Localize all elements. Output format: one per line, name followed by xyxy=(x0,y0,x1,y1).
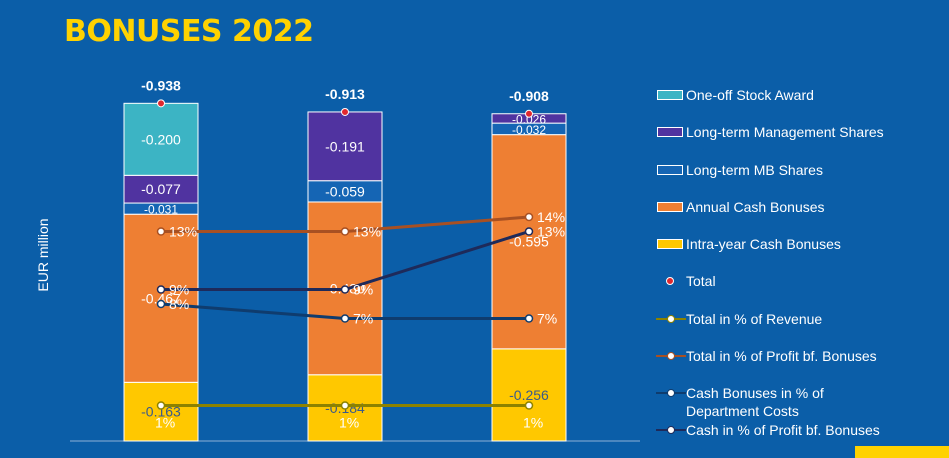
total-marker xyxy=(157,99,165,108)
line-point xyxy=(340,314,350,323)
bar-segment xyxy=(123,381,199,442)
total-label: -0.938 xyxy=(141,77,181,93)
line-point xyxy=(340,285,350,294)
legend-item: Long-term MB Shares xyxy=(656,161,823,179)
legend-item: Cash in % of Profit bf. Bonuses xyxy=(656,421,880,439)
legend-item: One-off Stock Award xyxy=(656,86,814,104)
legend-swatch xyxy=(656,161,686,179)
legend-swatch xyxy=(656,123,686,141)
legend-label: Total xyxy=(686,273,716,289)
line-point xyxy=(156,299,166,309)
line-point xyxy=(524,314,534,323)
line-point xyxy=(524,401,534,410)
total-label: -0.908 xyxy=(509,88,549,104)
line-point xyxy=(340,227,350,236)
legend-item: Long-term Management Shares xyxy=(656,123,884,141)
legend-swatch xyxy=(656,347,686,365)
total-label: -0.913 xyxy=(325,86,365,102)
legend-swatch xyxy=(656,198,686,216)
bar-value-label: -0.200 xyxy=(141,131,181,147)
legend-label: One-off Stock Award xyxy=(686,87,814,103)
bar-value-label: -0.467 xyxy=(141,290,181,306)
line-point xyxy=(524,212,534,222)
corner-badge xyxy=(855,446,949,458)
legend-swatch xyxy=(656,310,686,328)
legend-swatch xyxy=(656,384,686,402)
legend-item: Annual Cash Bonuses xyxy=(656,198,825,216)
legend-item: Total in % of Revenue xyxy=(656,310,822,328)
bar-segment xyxy=(123,213,199,383)
legend-label: Total in % of Profit bf. Bonuses xyxy=(686,348,877,364)
line-point-label: 7% xyxy=(537,311,557,327)
line-point-label: 13% xyxy=(353,224,381,240)
line-point-label: 1% xyxy=(339,415,359,431)
bar-segment xyxy=(491,134,567,350)
legend-swatch xyxy=(656,421,686,439)
line-point xyxy=(156,227,166,236)
line-point-label: 7% xyxy=(353,311,373,327)
line-point-label: 13% xyxy=(537,224,565,240)
line-point xyxy=(156,401,166,410)
line-point xyxy=(156,285,166,294)
line-point-label: 8% xyxy=(169,296,189,312)
legend-label: Annual Cash Bonuses xyxy=(686,199,825,215)
total-marker xyxy=(341,107,349,116)
bar-segment xyxy=(123,102,199,176)
legend-label: Intra-year Cash Bonuses xyxy=(686,236,841,252)
bar-value-label: -0.077 xyxy=(141,181,181,197)
legend-swatch xyxy=(656,86,686,104)
legend-item: Intra-year Cash Bonuses xyxy=(656,235,841,253)
bar-value-label: -0.595 xyxy=(509,234,549,250)
total-marker xyxy=(525,109,533,118)
line-point xyxy=(340,401,350,410)
legend-label: Total in % of Revenue xyxy=(686,311,823,327)
legend-item: Cash Bonuses in % of Department Costs xyxy=(656,384,824,420)
bar-value-label: -0.163 xyxy=(141,404,181,420)
line-point-label: 14% xyxy=(537,209,565,225)
bar-value-label: -0.031 xyxy=(144,203,178,217)
line-point-label: 1% xyxy=(523,415,543,431)
chart-title: BONUSES 2022 xyxy=(64,14,314,49)
legend-item: Total in % of Profit bf. Bonuses xyxy=(656,347,877,365)
line-point-label: 13% xyxy=(169,224,197,240)
bar-segment xyxy=(307,111,383,182)
legend-swatch xyxy=(656,272,686,290)
line-point xyxy=(524,227,534,236)
legend-label: Long-term MB Shares xyxy=(686,162,823,178)
legend-label: Cash Bonuses in % of Department Costs xyxy=(686,385,824,419)
bar-segment xyxy=(491,348,567,442)
legend-swatch xyxy=(656,235,686,253)
line-point-label: 9% xyxy=(353,282,373,298)
line-point-label: 1% xyxy=(155,415,175,431)
bar-value-label: -0.191 xyxy=(325,138,365,154)
legend-label: Cash in % of Profit bf. Bonuses xyxy=(686,422,880,438)
bar-value-label: -0.256 xyxy=(509,387,549,403)
legend-label: Long-term Management Shares xyxy=(686,124,884,140)
bar-value-label: -0.032 xyxy=(512,123,546,137)
bar-value-label: -0.026 xyxy=(512,112,546,126)
y-axis-title: EUR million xyxy=(35,218,51,291)
line-point-label: 9% xyxy=(169,282,189,298)
bar-value-label: -0.059 xyxy=(325,183,365,199)
legend-item: Total xyxy=(656,272,716,290)
